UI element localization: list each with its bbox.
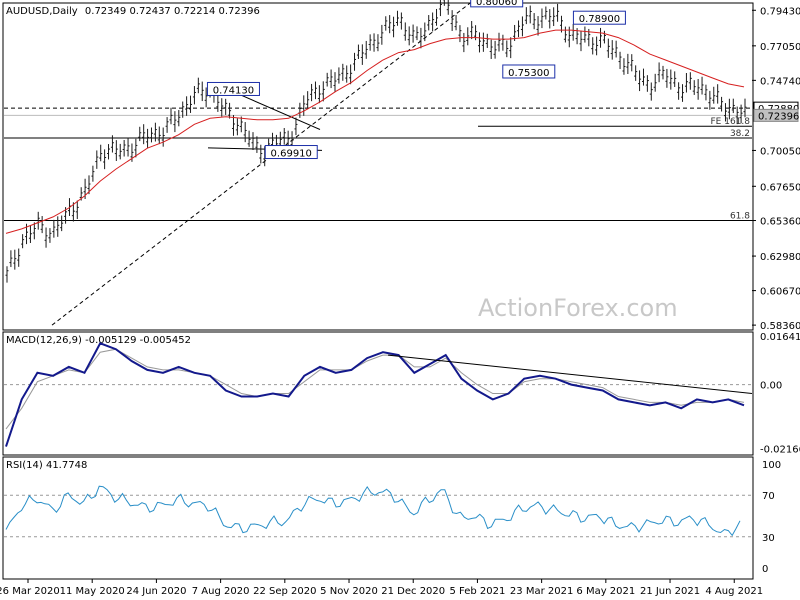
annotation-box [206, 81, 260, 96]
annotation-label: 0.74130 [213, 85, 254, 96]
price-tick-label: 0.58360 [760, 321, 800, 332]
macd-panel [2, 331, 754, 456]
watermark: ActionForex.com [478, 294, 678, 322]
price-tick-label: 0.62980 [760, 252, 800, 263]
macd-line [5, 342, 745, 447]
date-label: 5 Feb 2021 [449, 586, 505, 597]
price-tick-label: 0.74740 [760, 76, 800, 87]
price-bars [5, 0, 747, 283]
annotation-box [572, 10, 626, 25]
last-price-tag-label: 0.72396 [758, 111, 799, 122]
rsi-panel [2, 456, 754, 580]
dashed-trendline [51, 0, 474, 326]
date-label: 6 May 2021 [576, 586, 635, 597]
price-levels: FE 161.8 38.2 61.8 [4, 107, 752, 222]
price-tick-label: 0.60670 [760, 287, 800, 298]
date-label: 11 May 2020 [60, 586, 125, 597]
ohlc-values: 0.72349 0.72437 0.72214 0.72396 [85, 6, 260, 17]
macd-signal-line [5, 348, 745, 430]
macd-tick-label: 0.00 [760, 381, 782, 392]
macd-tick-label: -0.021665 [760, 445, 800, 456]
date-label: 21 Dec 2020 [381, 586, 445, 597]
macd-tick-label: 0.016416 [760, 332, 800, 343]
instrument-name: AUDUSD,Daily [6, 6, 78, 17]
macd-trendline [387, 354, 753, 394]
macd-series [4, 342, 753, 447]
annotation-box [264, 145, 318, 160]
rsi-label: RSI(14) 41.7748 [6, 460, 87, 471]
rsi-tick-label: 30 [762, 533, 775, 544]
date-label: 22 Sep 2020 [253, 586, 316, 597]
price-annotations: 0.74130 0.69910 0.80060 0.75300 0.78900 [206, 0, 626, 160]
triangle-top-line [227, 89, 321, 130]
macd-label: MACD(12,26,9) -0.005129 -0.005452 [6, 335, 191, 346]
date-label: 4 Aug 2021 [705, 586, 763, 597]
price-tick-label: 0.65360 [760, 217, 800, 228]
annotation-label: 0.69910 [271, 149, 312, 160]
rsi-tick-label: 0 [762, 564, 768, 575]
level-label: 38.2 [730, 129, 750, 139]
date-axis: 26 Mar 2020 11 May 2020 24 Jun 2020 7 Aug 2… [0, 579, 763, 597]
annotation-box [470, 0, 524, 8]
annotation-box [502, 64, 556, 79]
price-tick-label: 0.79430 [760, 6, 800, 17]
rsi-series [4, 485, 752, 538]
rsi-axis: 100 70 30 0 [762, 460, 781, 575]
date-label: 26 Mar 2020 [0, 586, 60, 597]
price-tick-label: 0.77050 [760, 42, 800, 53]
annotation-label: 0.75300 [508, 68, 549, 79]
price-tick-label: 0.67650 [760, 182, 800, 193]
price-panel [2, 2, 754, 331]
last-price-tag [753, 108, 799, 122]
date-label: 7 Aug 2020 [192, 586, 250, 597]
date-label: 24 Jun 2020 [126, 586, 186, 597]
annotation-label: 0.78900 [579, 14, 620, 25]
annotation-label: 0.80060 [476, 0, 517, 8]
level-label: FE 161.8 [711, 117, 751, 127]
date-label: 23 Mar 2021 [510, 586, 573, 597]
rsi-line [5, 485, 741, 537]
rsi-tick-label: 100 [762, 460, 781, 471]
level-label: 61.8 [730, 212, 750, 222]
price-axis: 0.79430 0.77050 0.74740 0.70050 0.67650 0.653… [752, 6, 800, 332]
moving-average-line [5, 29, 745, 234]
date-label: 5 Nov 2020 [320, 586, 378, 597]
macd-axis: 0.016416 0.00 -0.021665 [760, 332, 800, 455]
rsi-tick-label: 70 [762, 491, 775, 502]
date-label: 21 Jun 2021 [640, 586, 700, 597]
price-tick-label: 0.70050 [760, 146, 800, 157]
instrument-label: AUDUSD,Daily 0.72349 0.72437 0.72214 0.7… [6, 6, 260, 17]
